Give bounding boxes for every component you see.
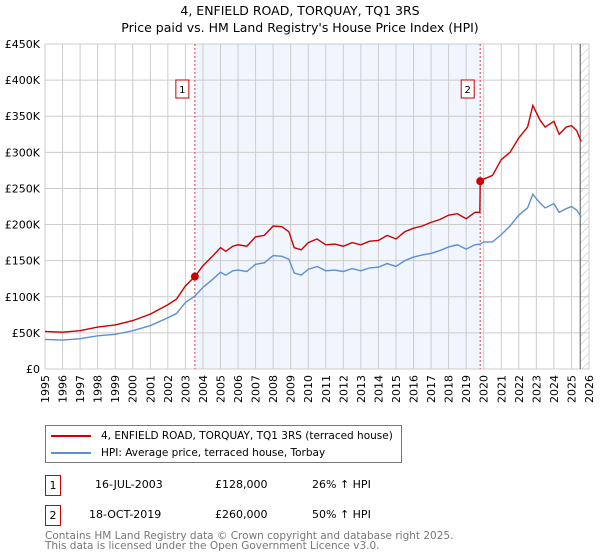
- x-tick-label: 2011: [320, 375, 333, 403]
- chart-subtitle: Price paid vs. HM Land Registry's House …: [121, 20, 479, 35]
- x-tick-label: 2002: [162, 375, 175, 403]
- x-tick-label: 2009: [285, 375, 298, 403]
- legend-label: HPI: Average price, terraced house, Torb…: [101, 447, 326, 459]
- x-tick-label: 2007: [250, 375, 263, 403]
- marker-label: 2: [465, 85, 471, 96]
- sale-point: [190, 272, 199, 281]
- x-tick-label: 2010: [302, 375, 315, 403]
- y-tick-label: £200K: [5, 219, 41, 232]
- x-tick-label: 2020: [478, 375, 491, 403]
- x-tick-label: 2014: [372, 375, 385, 403]
- transaction-price: £128,000: [215, 478, 268, 491]
- x-tick-label: 2000: [127, 375, 140, 403]
- y-tick-label: £350K: [5, 110, 41, 123]
- footer-copyright: Contains HM Land Registry data © Crown c…: [45, 530, 454, 542]
- legend-swatch-red: [51, 435, 91, 437]
- x-tick-label: 2026: [583, 375, 596, 403]
- x-tick-label: 2012: [337, 375, 350, 403]
- x-tick-label: 2005: [214, 375, 227, 403]
- legend-item-property: 4, ENFIELD ROAD, TORQUAY, TQ1 3RS (terra…: [46, 428, 393, 444]
- shaded-period: [194, 44, 481, 369]
- x-tick-label: 2015: [390, 375, 403, 403]
- transaction-price: £260,000: [215, 508, 268, 521]
- x-tick-label: 1997: [74, 375, 87, 403]
- y-tick-label: £250K: [5, 182, 41, 195]
- sale-point: [476, 177, 485, 186]
- marker-badge: 1: [45, 475, 61, 496]
- x-tick-label: 2003: [179, 375, 192, 403]
- x-tick-label: 2023: [530, 375, 543, 403]
- y-tick-label: £0: [26, 363, 40, 376]
- legend-swatch-blue: [51, 452, 91, 454]
- transaction-date: 16-JUL-2003: [95, 478, 163, 491]
- price-chart: 1995 1996 1997 1998 1999 2000 2001 2002 2003 2004…: [5, 38, 596, 403]
- marker-box: [460, 79, 475, 99]
- x-tick-label: 2006: [232, 375, 245, 403]
- x-tick-label: 2017: [425, 375, 438, 403]
- x-tick-label: 2022: [513, 375, 526, 403]
- legend-label: 4, ENFIELD ROAD, TORQUAY, TQ1 3RS (terra…: [101, 430, 393, 442]
- x-tick-label: 2019: [460, 375, 473, 403]
- footer: Contains HM Land Registry data © Crown c…: [45, 530, 454, 552]
- y-tick-label: £100K: [5, 291, 41, 304]
- x-tick-label: 1999: [109, 375, 122, 403]
- future-hatch: [580, 44, 589, 369]
- x-tick-label: 2004: [197, 375, 210, 403]
- transaction-hpi: 50% ↑ HPI: [312, 508, 371, 521]
- x-tick-label: 2016: [408, 375, 421, 403]
- transaction-date: 18-OCT-2019: [89, 508, 162, 521]
- x-tick-label: 1998: [92, 375, 105, 403]
- y-tick-label: £450K: [5, 38, 41, 51]
- marker-badge: 2: [45, 505, 61, 526]
- marker-box: [175, 79, 190, 99]
- chart-title: 4, ENFIELD ROAD, TORQUAY, TQ1 3RS: [180, 3, 420, 18]
- x-tick-label: 1996: [57, 375, 70, 403]
- x-tick-label: 2021: [495, 375, 508, 403]
- footer-licence: This data is licensed under the Open Gov…: [45, 540, 380, 552]
- x-tick-label: 2024: [548, 375, 561, 403]
- hpi-line: [44, 192, 582, 341]
- legend-item-hpi: HPI: Average price, terraced house, Torb…: [46, 445, 325, 461]
- transaction-hpi: 26% ↑ HPI: [312, 478, 371, 491]
- x-tick-label: 1995: [39, 375, 52, 403]
- x-tick-label: 2008: [267, 375, 280, 403]
- x-tick-label: 2025: [565, 375, 578, 403]
- y-tick-label: £50K: [12, 327, 41, 340]
- y-tick-label: £300K: [5, 146, 41, 159]
- marker-label: 1: [179, 85, 185, 96]
- x-tick-label: 2001: [144, 375, 157, 403]
- y-tick-label: £150K: [5, 255, 41, 268]
- y-tick-label: £400K: [5, 74, 41, 87]
- legend: 4, ENFIELD ROAD, TORQUAY, TQ1 3RS (terra…: [45, 425, 402, 463]
- x-tick-label: 2013: [355, 375, 368, 403]
- x-tick-label: 2018: [443, 375, 456, 403]
